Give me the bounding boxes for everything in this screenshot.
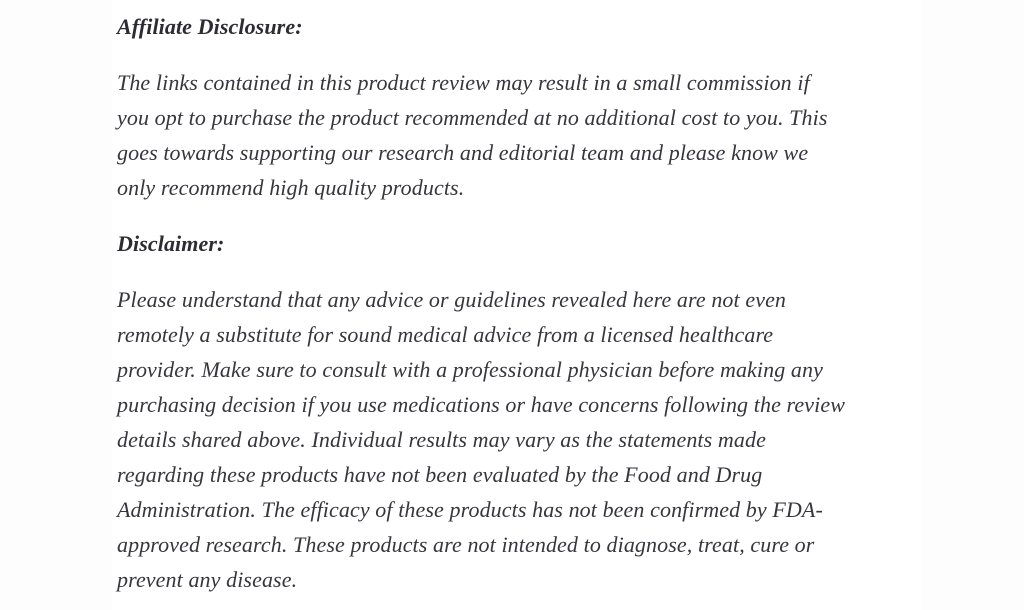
affiliate-disclosure-section: Affiliate Disclosure: The links containe…	[117, 9, 922, 205]
disclaimer-text: Please understand that any advice or gui…	[117, 287, 845, 592]
article-content: Affiliate Disclosure: The links containe…	[112, 0, 922, 610]
affiliate-disclosure-heading: Affiliate Disclosure:	[117, 14, 303, 39]
disclaimer-heading: Disclaimer:	[117, 231, 225, 256]
affiliate-disclosure-text: The links contained in this product revi…	[117, 70, 828, 200]
disclaimer-section: Disclaimer: Please understand that any a…	[117, 226, 922, 597]
